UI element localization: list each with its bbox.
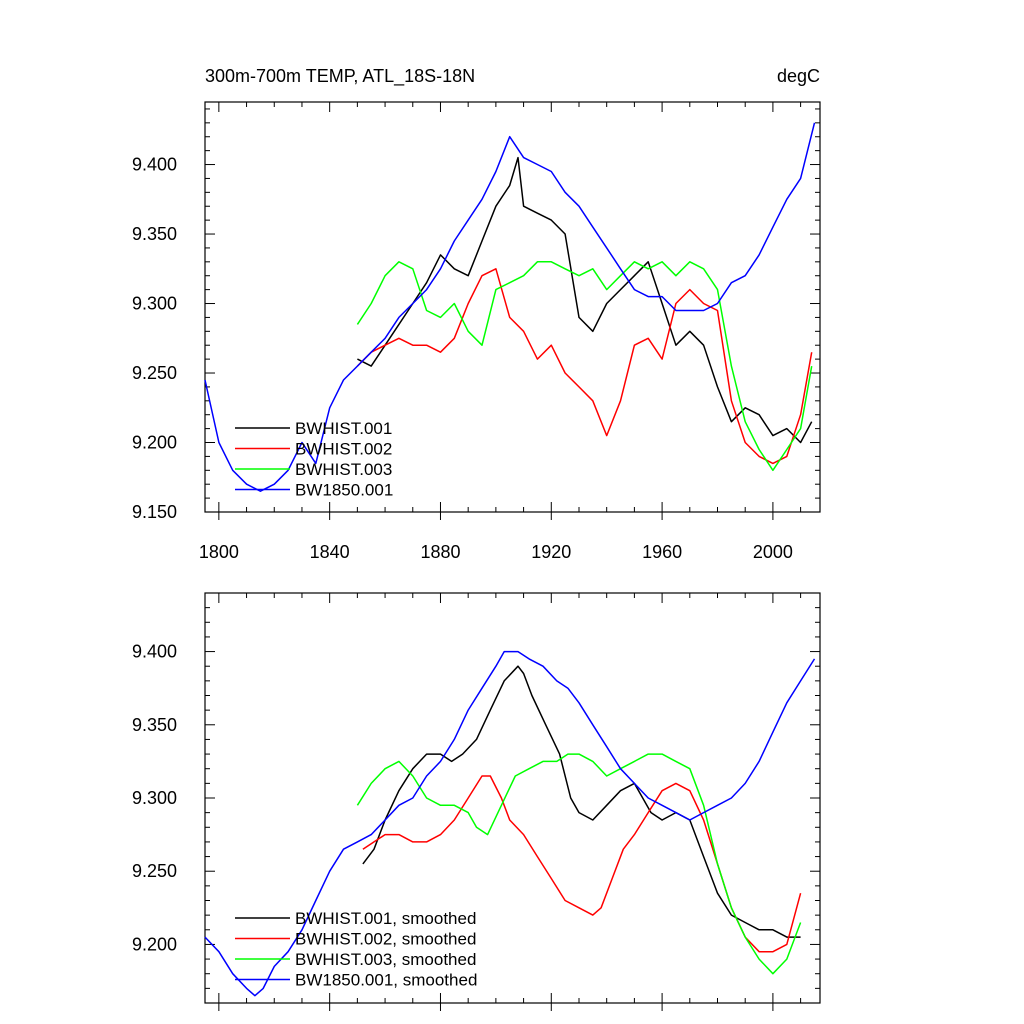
x-tick-label: 1800 — [199, 542, 239, 562]
y-tick-label: 9.250 — [132, 363, 177, 383]
y-tick-label: 9.350 — [132, 224, 177, 244]
y-tick-label: 9.150 — [132, 502, 177, 522]
y-tick-label: 9.200 — [132, 934, 177, 954]
bottom-legend: BWHIST.001, smoothed BWHIST.002, smoothed… — [235, 909, 477, 990]
top-plot-frame — [204, 101, 821, 513]
series-line-3 — [204, 122, 816, 492]
legend-label: BWHIST.002 — [295, 440, 392, 459]
legend-label: BWHIST.003, smoothed — [295, 950, 476, 969]
y-tick-label: 9.300 — [132, 788, 177, 808]
y-tick-label: 9.200 — [132, 433, 177, 453]
legend-label: BW1850.001, smoothed — [295, 971, 477, 990]
series-line-0 — [362, 665, 801, 938]
legend-label: BWHIST.002, smoothed — [295, 930, 476, 949]
series-line-0 — [357, 156, 813, 444]
series-line-2 — [356, 753, 802, 975]
series-line-2 — [356, 261, 813, 472]
bottom-panel: 9.200 9.250 9.300 9.350 9.400 BWHIST.001, sm… — [132, 592, 821, 1011]
top-chart-units: degC — [777, 66, 820, 86]
top-panel: 300m-700m TEMP, ATL_18S-18N degC 1800 184… — [132, 66, 821, 562]
y-tick-label: 9.300 — [132, 294, 177, 314]
y-tick-label: 9.350 — [132, 715, 177, 735]
x-tick-label: 1960 — [642, 542, 682, 562]
legend-label: BWHIST.001, smoothed — [295, 909, 476, 928]
legend-label: BW1850.001 — [295, 481, 393, 500]
x-tick-label: 1840 — [310, 542, 350, 562]
x-tick-label: 1920 — [531, 542, 571, 562]
y-tick-label: 9.400 — [132, 155, 177, 175]
y-tick-label: 9.250 — [132, 861, 177, 881]
x-tick-label: 2000 — [753, 542, 793, 562]
y-tick-label: 9.400 — [132, 642, 177, 662]
legend-label: BWHIST.001 — [295, 419, 392, 438]
top-chart-title: 300m-700m TEMP, ATL_18S-18N — [205, 66, 475, 87]
x-tick-label: 1880 — [420, 542, 460, 562]
series-line-1 — [356, 268, 813, 465]
legend-label: BWHIST.003 — [295, 460, 392, 479]
series-line-3 — [204, 650, 816, 997]
